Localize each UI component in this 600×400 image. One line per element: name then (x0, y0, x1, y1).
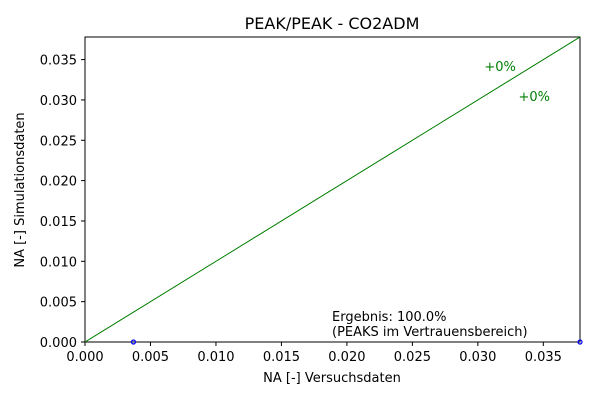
y-tick-label: 0.035 (40, 54, 77, 69)
x-axis-ticks: 0.000 0.005 0.010 0.015 0.020 0.025 0.030 0.035 (66, 342, 562, 365)
y-tick-label: 0.005 (40, 296, 77, 311)
data-point (130, 339, 137, 345)
chart-title: PEAK/PEAK - CO2ADM (245, 14, 420, 33)
y-tick-label: 0.030 (40, 94, 77, 109)
y-tick-label: 0.025 (40, 134, 77, 149)
y-tick-label: 0.010 (40, 255, 77, 270)
x-tick-label: 0.030 (459, 350, 496, 365)
x-tick-label: 0.015 (263, 350, 300, 365)
x-tick-label: 0.035 (525, 350, 562, 365)
y-axis-ticks: 0.000 0.005 0.010 0.015 0.020 0.025 0.030 0.035 (40, 54, 85, 351)
plot-frame (84, 36, 581, 343)
y-tick-label: 0.000 (40, 336, 77, 351)
x-tick-label: 0.025 (394, 350, 431, 365)
y-tick-label: 0.020 (40, 175, 77, 190)
x-axis-label: NA [-] Versuchsdaten (263, 371, 401, 386)
y-axis-label: NA [-] Simulationsdaten (13, 112, 28, 267)
plot-area: +0%+0% (84, 36, 583, 345)
x-tick-label: 0.000 (66, 350, 103, 365)
reference-lines (84, 36, 581, 343)
x-tick-label: 0.010 (197, 350, 234, 365)
y-tick-label: 0.015 (40, 215, 77, 230)
reference-line-label: +0% (484, 60, 516, 75)
result-line-2: (PEAKS im Vertrauensbereich) (332, 325, 528, 340)
x-tick-label: 0.005 (132, 350, 169, 365)
data-points (130, 339, 583, 345)
x-tick-label: 0.020 (328, 350, 365, 365)
reference-line (84, 36, 581, 343)
result-line-1: Ergebnis: 100.0% (332, 310, 447, 325)
reference-labels: +0%+0% (484, 60, 550, 105)
reference-line-label: +0% (518, 90, 550, 105)
data-point (577, 339, 583, 345)
